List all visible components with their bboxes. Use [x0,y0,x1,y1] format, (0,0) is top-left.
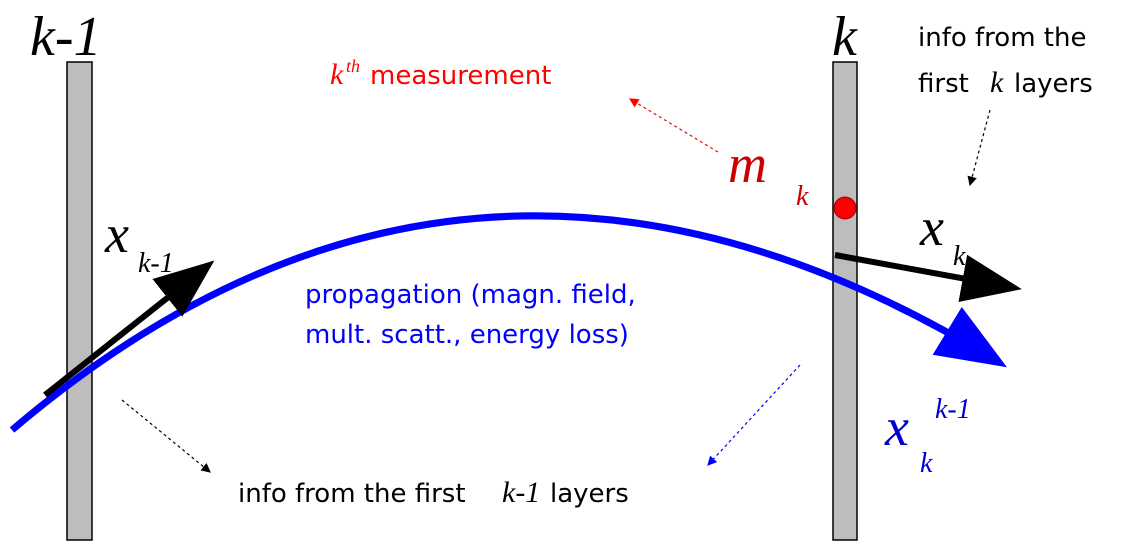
layer-left-label: k-1 [30,6,102,68]
superscript: th [346,56,360,76]
symbol: x [104,204,129,264]
suffix: layers [1014,69,1093,99]
prefix: first [918,69,969,99]
state-predicted-label: x k k-1 [884,394,971,479]
superscript: k-1 [935,394,971,425]
layer-right-label: k [832,6,858,68]
layer-left [66,61,93,541]
propagation-line1: propagation (magn. field, [305,280,636,310]
subscript: k-1 [138,248,174,279]
state-arrow-previous [43,260,215,398]
subscript: k [953,241,966,272]
layer-right [832,61,858,541]
measurement-point [833,196,857,220]
subscript: k [796,181,809,212]
info-previous-label: info from the first k-1 layers [238,476,629,509]
symbol: x [919,197,944,257]
measurement-point-label: m k [728,134,809,212]
info-current-pointer [967,109,991,187]
info-current-line1: info from the [918,23,1086,53]
suffix: layers [550,479,629,509]
info-current-line2: first k layers [918,66,1093,99]
propagation-line2: mult. scatt., energy loss) [305,320,629,350]
state-previous-label: x k-1 [104,204,174,279]
symbol: m [728,134,767,194]
measurement-label: k th measurement [330,56,551,91]
symbol: x [884,397,909,457]
subscript: k [920,448,933,479]
info-previous-pointer-blue [707,364,801,466]
measurement-pointer [628,98,719,153]
trajectory [9,212,1007,433]
info-previous-pointer [121,399,211,473]
symbol: k [330,58,344,91]
prefix: info from the first [238,479,466,509]
k: k-1 [502,476,540,509]
text: measurement [370,61,551,91]
state-arrow-current [834,252,1022,302]
k: k [990,66,1004,99]
state-current-label: x k [919,197,966,272]
